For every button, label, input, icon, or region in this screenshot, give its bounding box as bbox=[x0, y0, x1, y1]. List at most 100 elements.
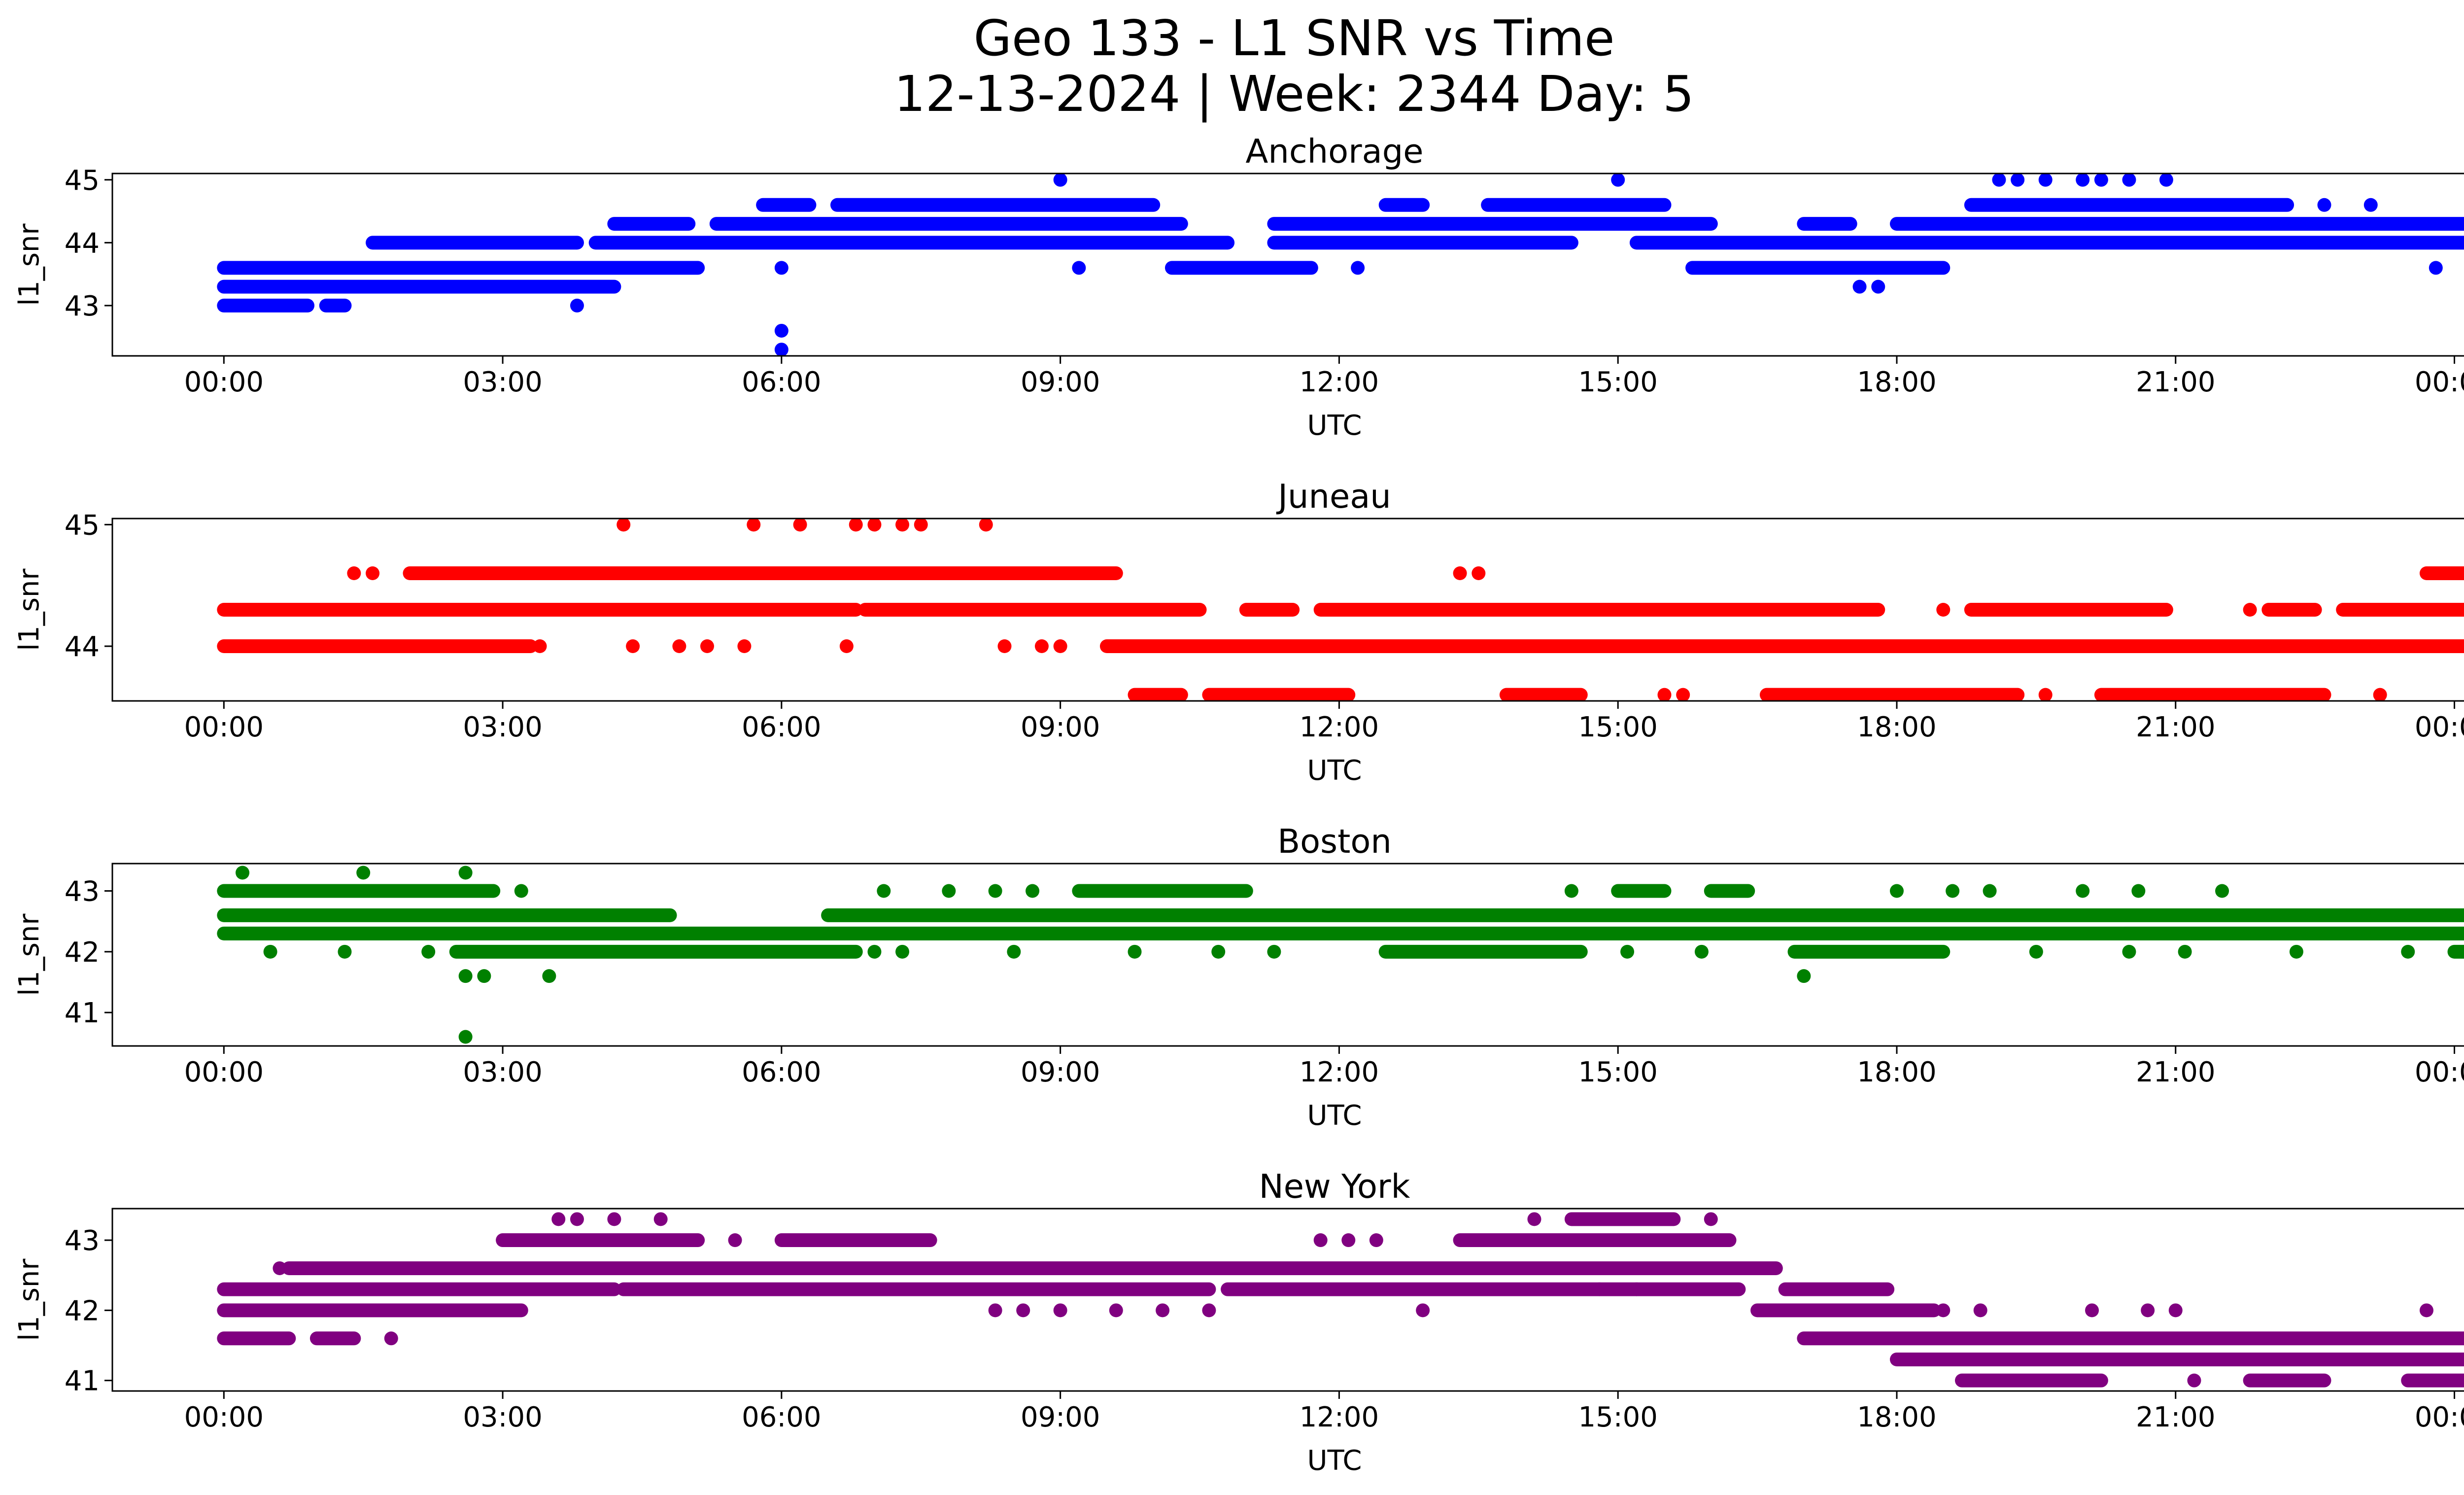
data-point bbox=[728, 1233, 742, 1248]
data-point-band bbox=[1128, 688, 1188, 701]
data-point bbox=[774, 261, 788, 275]
x-tick-label: 06:00 bbox=[742, 366, 821, 398]
data-point-band bbox=[1704, 884, 1755, 898]
data-point bbox=[328, 1261, 342, 1275]
data-point bbox=[793, 519, 807, 532]
data-point-band bbox=[1202, 688, 1356, 701]
data-point-band bbox=[282, 1261, 1783, 1275]
data-point bbox=[533, 639, 547, 653]
data-point bbox=[263, 944, 277, 959]
data-point-band bbox=[2094, 688, 2331, 701]
data-point bbox=[1313, 1233, 1328, 1248]
panel-title: Boston bbox=[1277, 822, 1392, 861]
data-point bbox=[1128, 944, 1142, 959]
data-point bbox=[2289, 944, 2303, 959]
data-point bbox=[1053, 639, 1067, 653]
panels-container: Anchorage 00:00 03:00 06:00 09:00 12:00 15:00 1… bbox=[13, 132, 2464, 1477]
data-point-band bbox=[709, 217, 1188, 231]
data-point-band bbox=[588, 236, 1235, 250]
axes-frame bbox=[111, 1208, 2464, 1392]
data-point bbox=[1852, 279, 1867, 294]
data-point bbox=[747, 519, 761, 532]
data-point bbox=[366, 566, 380, 580]
data-point bbox=[1416, 1303, 1430, 1318]
data-point-band bbox=[1499, 688, 1588, 701]
data-point bbox=[700, 639, 714, 653]
y-tick-label: 41 bbox=[65, 1365, 100, 1397]
x-tick-label: 09:00 bbox=[1021, 711, 1100, 743]
data-point bbox=[1109, 1303, 1123, 1318]
x-tick-label: 06:00 bbox=[742, 1056, 821, 1088]
data-point bbox=[1797, 969, 1811, 983]
x-axis-label: UTC bbox=[1307, 1445, 1362, 1477]
x-tick-label: 15:00 bbox=[1578, 366, 1658, 398]
data-point-band bbox=[774, 1233, 937, 1248]
panel-juneau: Juneau 00:00 03:00 06:00 09:00 12:00 15:00 18:0… bbox=[13, 477, 2464, 787]
data-point-band bbox=[217, 884, 501, 898]
data-point-band bbox=[217, 926, 2464, 940]
axes-frame bbox=[111, 173, 2464, 357]
data-point bbox=[849, 519, 863, 532]
x-tick-label: 00:00 bbox=[184, 1401, 264, 1433]
data-point-band bbox=[496, 1233, 705, 1248]
data-point-band bbox=[217, 908, 677, 922]
data-point bbox=[1871, 279, 1885, 294]
data-point-band bbox=[217, 1282, 621, 1296]
data-point-band bbox=[607, 217, 696, 231]
data-point bbox=[477, 969, 491, 983]
y-tick-label: 43 bbox=[65, 290, 100, 322]
y-tick-label: 42 bbox=[65, 937, 100, 969]
y-axis-label: l1_snr bbox=[13, 913, 45, 996]
axes-frame bbox=[111, 518, 2464, 702]
chart-subtitle: 12-13-2024 | Week: 2344 Day: 5 bbox=[894, 65, 1694, 123]
data-point bbox=[1211, 944, 1226, 959]
data-point bbox=[1694, 944, 1709, 959]
data-point bbox=[1026, 884, 1040, 898]
data-point-band bbox=[1685, 261, 1951, 275]
data-point-band bbox=[1611, 884, 1672, 898]
data-point bbox=[2076, 174, 2090, 187]
x-tick-label: 15:00 bbox=[1578, 1401, 1658, 1433]
data-point bbox=[2141, 1303, 2155, 1318]
data-point-band bbox=[1564, 1212, 1681, 1226]
data-point-band bbox=[1267, 217, 1718, 231]
data-point-band bbox=[217, 298, 315, 313]
data-point-band bbox=[1313, 603, 1885, 617]
data-point bbox=[914, 519, 928, 532]
data-point bbox=[458, 866, 473, 880]
panel-anchorage: Anchorage 00:00 03:00 06:00 09:00 12:00 15:00 1… bbox=[13, 132, 2464, 442]
data-point bbox=[551, 1212, 566, 1226]
x-tick-label: 15:00 bbox=[1578, 1056, 1658, 1088]
data-point bbox=[2363, 198, 2378, 212]
x-tick-label: 21:00 bbox=[2136, 1056, 2215, 1088]
x-tick-label: 03:00 bbox=[463, 1056, 542, 1088]
data-point bbox=[458, 1030, 473, 1044]
data-point bbox=[1676, 688, 1690, 701]
x-axis-label: UTC bbox=[1307, 755, 1362, 787]
data-point bbox=[1657, 688, 1672, 701]
x-tick-label: 21:00 bbox=[2136, 366, 2215, 398]
x-tick-label: 00:00 bbox=[2415, 1401, 2464, 1433]
data-point bbox=[774, 323, 788, 338]
data-point bbox=[356, 866, 371, 880]
data-point-band bbox=[1797, 1331, 2464, 1346]
data-point bbox=[1936, 1303, 1951, 1318]
data-point-band bbox=[2243, 1373, 2331, 1388]
data-point bbox=[2038, 174, 2053, 187]
data-point-band bbox=[1889, 217, 2464, 231]
x-tick-label: 03:00 bbox=[463, 711, 542, 743]
data-point bbox=[1453, 566, 1467, 580]
data-point bbox=[1527, 1212, 1541, 1226]
data-point bbox=[273, 1261, 287, 1275]
y-axis-label: l1_snr bbox=[13, 568, 45, 651]
data-point-band bbox=[1750, 1303, 1941, 1318]
data-point-band bbox=[1787, 944, 1951, 959]
x-tick-label: 21:00 bbox=[2136, 1401, 2215, 1433]
data-point bbox=[877, 884, 891, 898]
y-axis-label: l1_snr bbox=[13, 223, 45, 306]
x-tick-label: 12:00 bbox=[1300, 1056, 1379, 1088]
data-marks bbox=[217, 866, 2464, 1044]
x-tick-label: 00:00 bbox=[184, 366, 264, 398]
x-tick-label: 18:00 bbox=[1857, 711, 1936, 743]
